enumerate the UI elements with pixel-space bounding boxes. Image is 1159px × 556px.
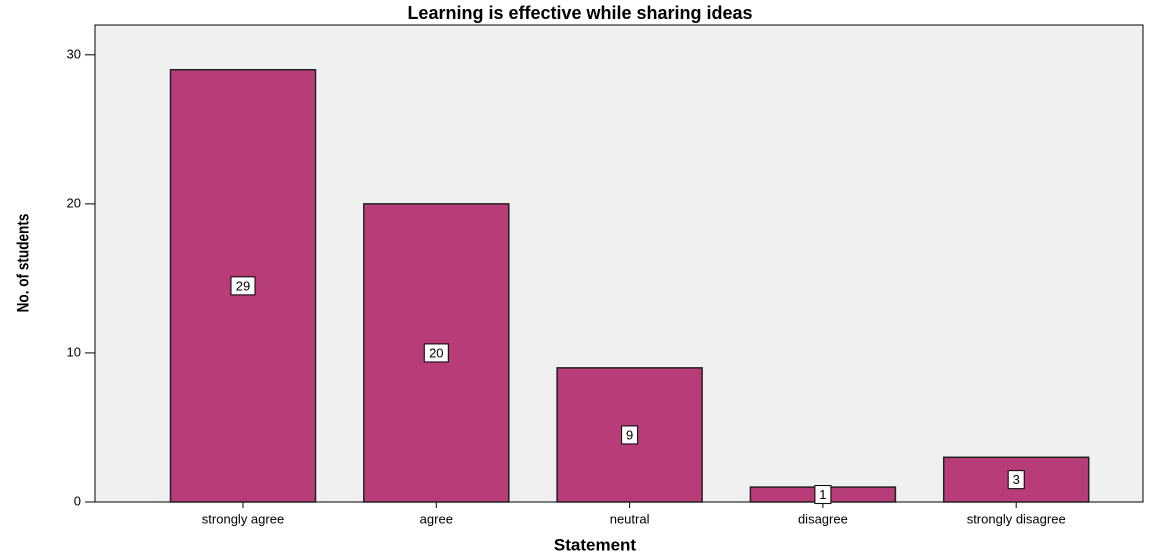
data-label: 20 xyxy=(429,345,443,360)
y-tick-label: 30 xyxy=(67,46,81,61)
x-tick-label: agree xyxy=(420,511,453,526)
x-tick-label: neutral xyxy=(610,511,650,526)
data-label-box xyxy=(230,276,256,296)
data-label-box xyxy=(621,425,639,445)
x-tick-label: disagree xyxy=(798,511,848,526)
y-axis-title: No. of students xyxy=(14,214,33,313)
x-tick-label: strongly agree xyxy=(202,511,284,526)
data-label-box xyxy=(423,343,449,363)
data-label: 3 xyxy=(1013,472,1020,487)
data-label-box xyxy=(814,485,832,505)
y-tick-label: 20 xyxy=(67,195,81,210)
data-label-box xyxy=(1007,470,1025,490)
data-label: 9 xyxy=(626,427,633,442)
x-tick-label: strongly disagree xyxy=(967,511,1066,526)
chart-title: Learning is effective while sharing idea… xyxy=(407,3,752,23)
data-label: 29 xyxy=(236,278,250,293)
data-label: 1 xyxy=(819,487,826,502)
x-axis-title: Statement xyxy=(554,535,637,554)
y-tick-label: 0 xyxy=(74,493,81,508)
y-tick-label: 10 xyxy=(67,344,81,359)
